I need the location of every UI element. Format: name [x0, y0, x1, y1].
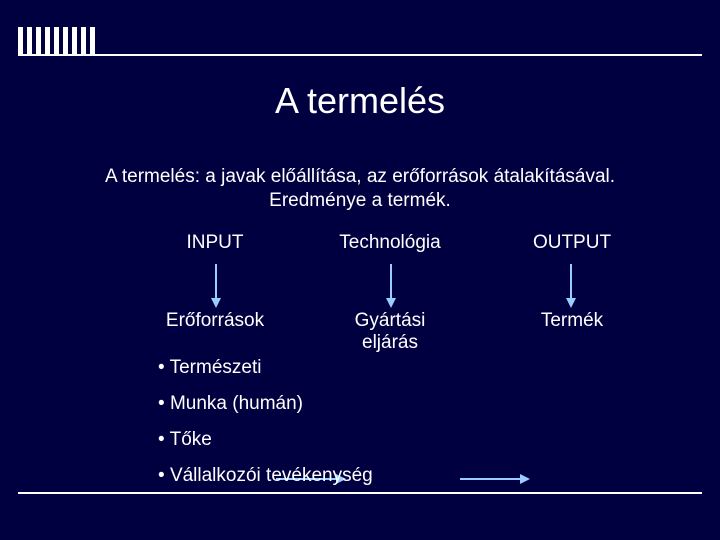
flow-output-label: OUTPUT — [502, 232, 642, 254]
flow-input-label: INPUT — [145, 232, 285, 254]
bullet-item: Tőke — [158, 422, 373, 458]
top-rule — [18, 54, 702, 56]
sub-process-label: Gyártási eljárás — [320, 310, 460, 354]
tick — [27, 27, 32, 54]
arrow-down-icon — [564, 264, 578, 308]
tick — [90, 27, 95, 54]
definition-line2: Eredménye a termék. — [269, 190, 451, 211]
arrow-right-icon — [460, 472, 530, 486]
arrow-down-icon — [209, 264, 223, 308]
arrow-down-icon — [384, 264, 398, 308]
tick — [81, 27, 86, 54]
slide-title: A termelés — [0, 80, 720, 122]
decorative-ticks — [18, 27, 95, 54]
definition-text: A termelés: a javak előállítása, az erőf… — [0, 165, 720, 213]
tick — [63, 27, 68, 54]
tick — [45, 27, 50, 54]
bullet-item: Munka (humán) — [158, 386, 373, 422]
sub-process-line1: Gyártási — [355, 310, 426, 331]
flow-process-label: Technológia — [320, 232, 460, 254]
bullet-item: Vállalkozói tevékenység — [158, 458, 373, 494]
tick — [36, 27, 41, 54]
bullet-list: TermészetiMunka (humán)TőkeVállalkozói t… — [158, 350, 373, 494]
sub-input-label: Erőforrások — [145, 310, 285, 332]
tick — [54, 27, 59, 54]
definition-line1: A termelés: a javak előállítása, az erőf… — [105, 166, 615, 187]
bullet-item: Természeti — [158, 350, 373, 386]
tick — [18, 27, 23, 54]
sub-output-label: Termék — [502, 310, 642, 332]
tick — [72, 27, 77, 54]
